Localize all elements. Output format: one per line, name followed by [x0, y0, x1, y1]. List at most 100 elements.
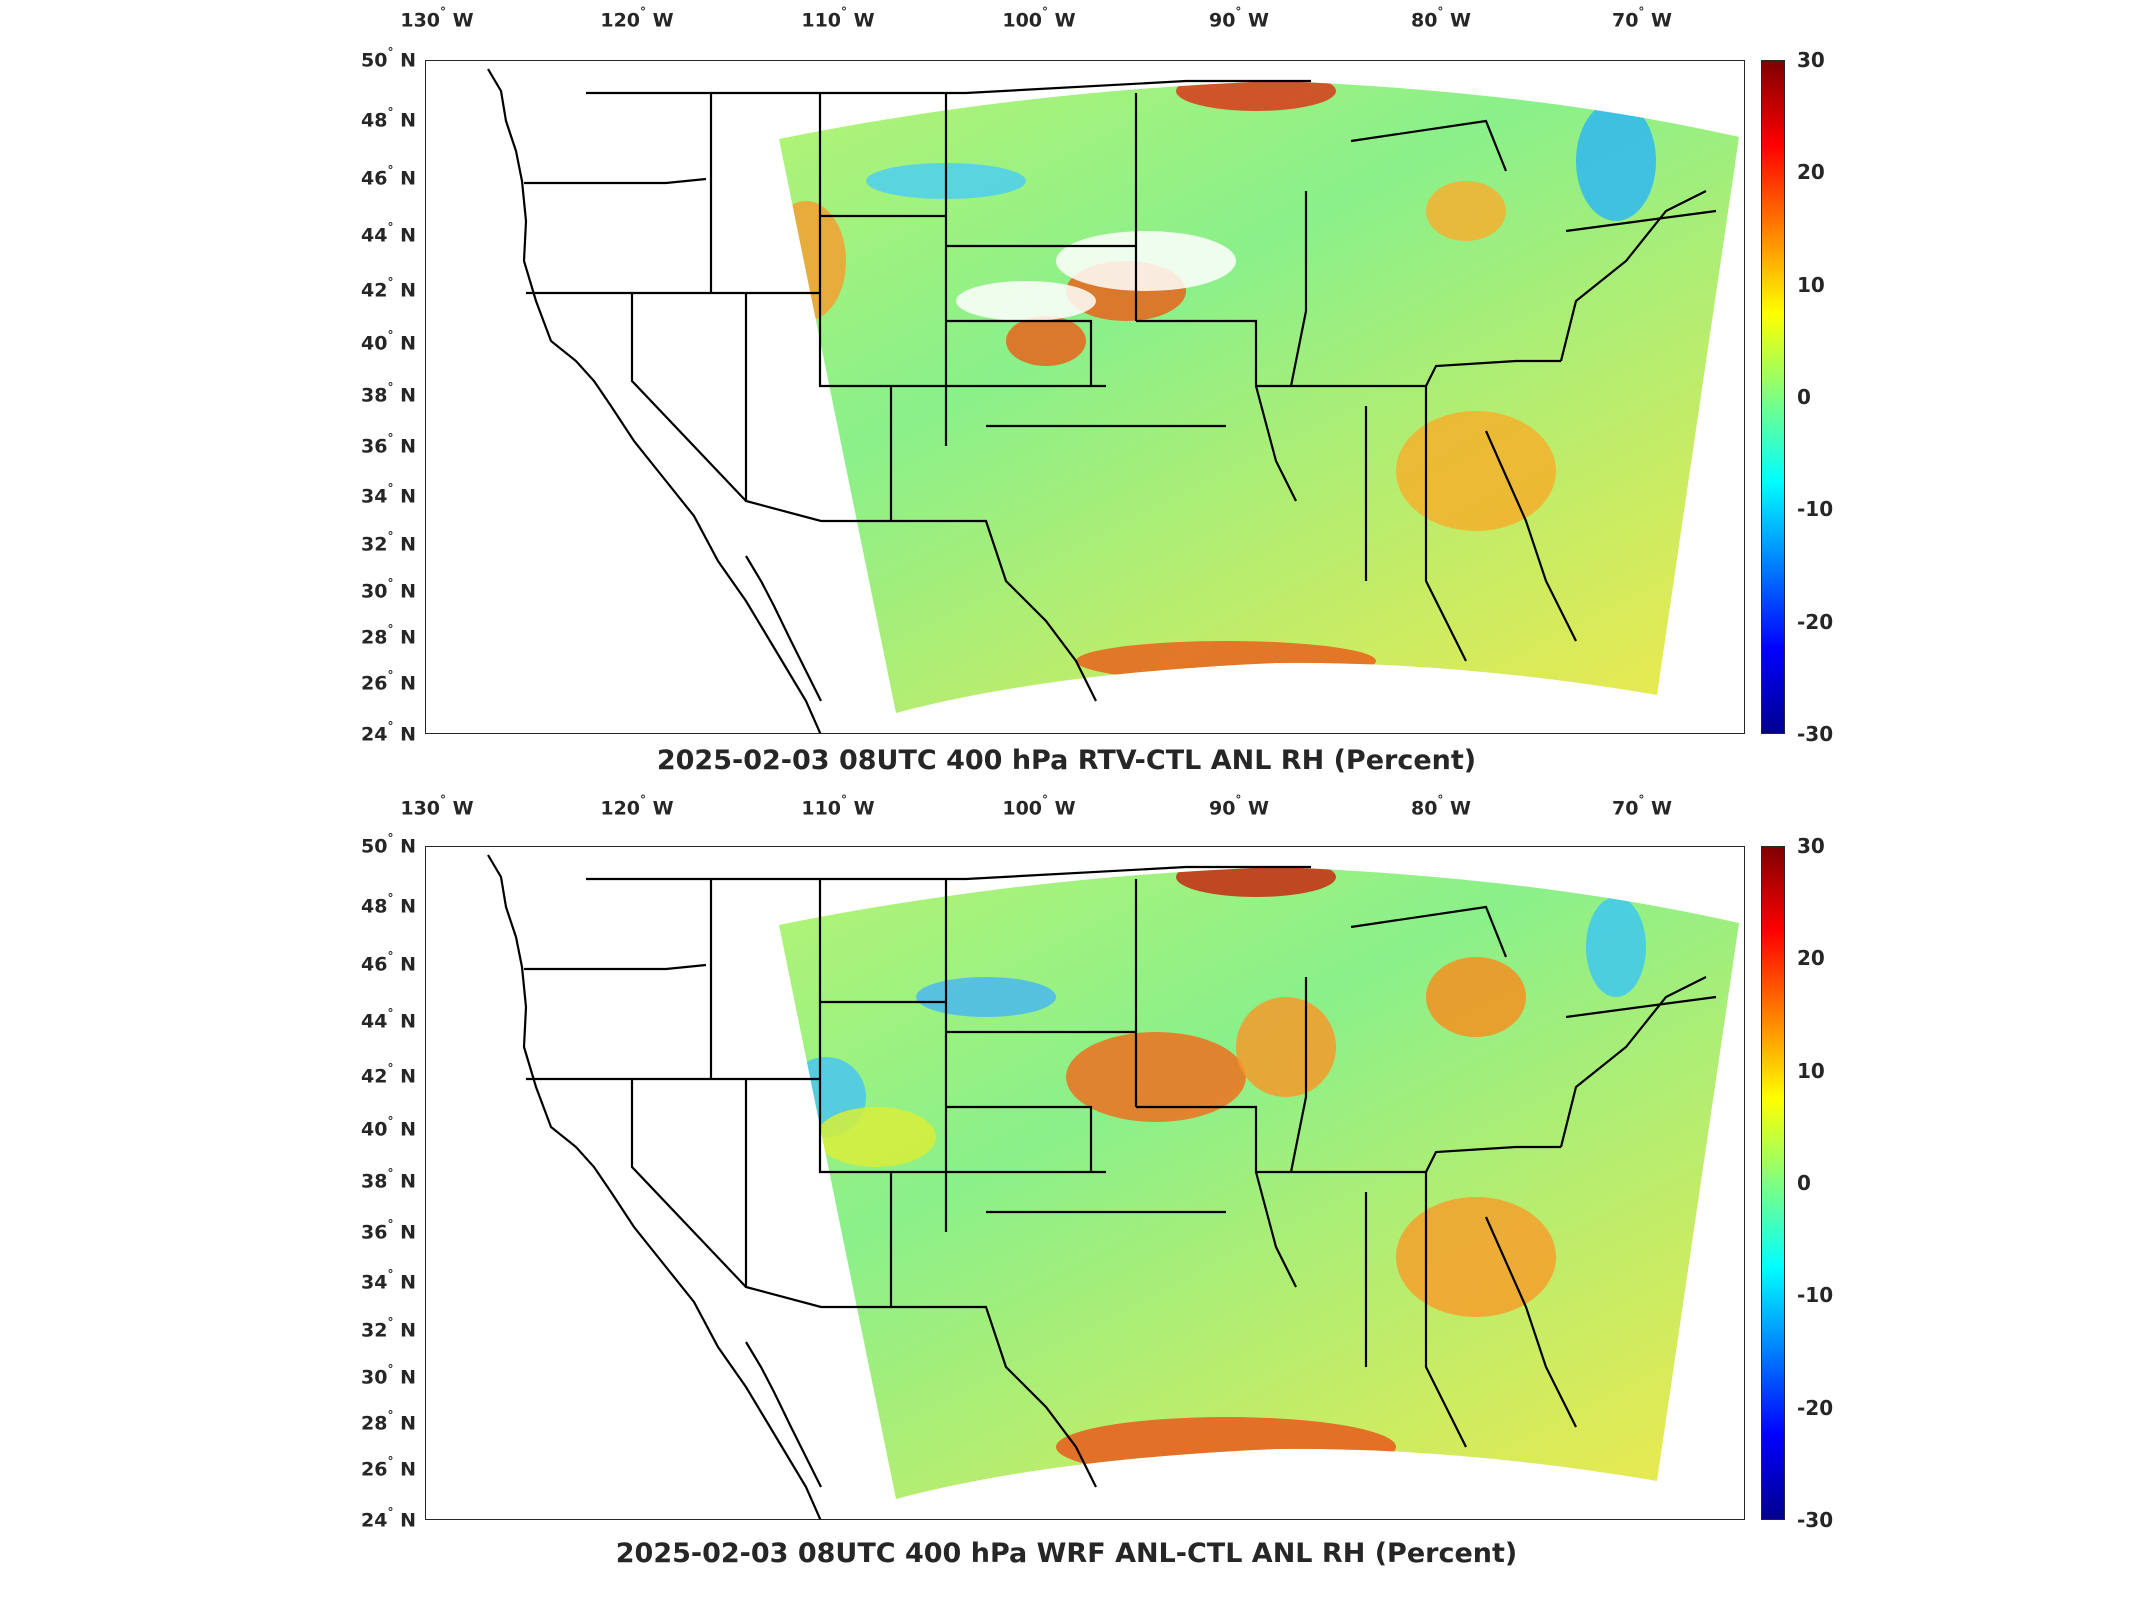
tick-degree: 24	[361, 723, 388, 746]
tick-hemisphere: N	[400, 895, 416, 918]
latitude-tick-label: 24° N	[361, 719, 416, 746]
longitude-tick-label: 110° W	[801, 5, 875, 32]
border-line	[1424, 1172, 1467, 1448]
anomaly-region	[1426, 181, 1506, 241]
rh-field	[779, 81, 1739, 713]
tick-hemisphere: N	[400, 580, 416, 603]
tick-degree: 50	[361, 835, 388, 858]
colorbar-tick-label: -20	[1797, 1395, 1834, 1420]
tick-hemisphere: W	[652, 9, 674, 32]
border-line	[1484, 1216, 1577, 1428]
border-line	[1256, 359, 1561, 388]
tick-hemisphere: N	[400, 109, 416, 132]
tick-degree: 46	[361, 953, 388, 976]
anomaly-region	[1176, 81, 1336, 111]
tick-hemisphere: N	[400, 332, 416, 355]
tick-degree: 38	[361, 384, 388, 407]
tick-hemisphere: N	[400, 49, 416, 72]
latitude-tick-label: 36° N	[361, 1217, 416, 1244]
tick-hemisphere: W	[452, 9, 474, 32]
tick-degree: 110	[801, 797, 842, 820]
tick-hemisphere: N	[400, 626, 416, 649]
border-line	[586, 865, 1311, 881]
latitude-tick-label: 40° N	[361, 1114, 416, 1141]
anomaly-region	[1006, 316, 1086, 366]
top-panel: 130° W 120° W 110° W 100° W 90° W 80° W 70° W …	[0, 0, 2133, 790]
longitude-tick-label: 70° W	[1611, 793, 1673, 820]
tick-degree: 42	[361, 1065, 388, 1088]
tick-hemisphere: W	[1248, 9, 1270, 32]
tick-degree: 44	[361, 224, 388, 247]
tick-hemisphere: N	[400, 167, 416, 190]
colorbar	[1761, 60, 1785, 734]
panel-title: 2025-02-03 08UTC 400 hPa WRF ANL-CTL ANL…	[615, 1538, 1518, 1569]
border-line	[1565, 209, 1717, 233]
border-line	[745, 1341, 822, 1488]
border-line	[487, 854, 822, 1519]
tick-hemisphere: N	[400, 1366, 416, 1389]
tick-degree: 46	[361, 167, 388, 190]
tick-hemisphere: N	[400, 1319, 416, 1342]
tick-hemisphere: W	[853, 797, 875, 820]
tick-degree: 40	[361, 1118, 388, 1141]
map-canvas	[487, 68, 1739, 733]
border-line	[1256, 1145, 1561, 1174]
tick-degree: 24	[361, 1509, 388, 1532]
tick-hemisphere: N	[400, 533, 416, 556]
colorbar	[1761, 846, 1785, 1520]
panel-title: 2025-02-03 08UTC 400 hPa RTV-CTL ANL RH …	[656, 745, 1477, 776]
border-line	[1559, 190, 1707, 362]
tick-degree: 44	[361, 1010, 388, 1033]
latitude-tick-label: 50° N	[361, 45, 416, 72]
rh-difference-map	[425, 60, 1745, 734]
tick-degree: 28	[361, 626, 388, 649]
anomaly-region	[779, 201, 846, 321]
tick-hemisphere: N	[400, 1509, 416, 1532]
latitude-tick-label: 42° N	[361, 275, 416, 302]
border-line	[630, 1079, 747, 1288]
tick-hemisphere: W	[1054, 797, 1076, 820]
longitude-tick-label: 100° W	[1002, 5, 1076, 32]
tick-hemisphere: N	[400, 1271, 416, 1294]
longitude-tick-label: 110° W	[801, 793, 875, 820]
latitude-tick-label: 40° N	[361, 328, 416, 355]
tick-degree: 26	[361, 672, 388, 695]
anomaly-region	[1576, 101, 1656, 221]
latitude-tick-label: 50° N	[361, 831, 416, 858]
map-canvas	[487, 854, 1739, 1519]
tick-degree: 90	[1208, 797, 1236, 820]
tick-hemisphere: W	[652, 797, 674, 820]
anomaly-region	[1056, 231, 1236, 291]
border-line	[1350, 905, 1508, 958]
border-line	[744, 1079, 891, 1309]
colorbar-tick-label: 20	[1797, 946, 1825, 971]
state-borders	[487, 68, 1717, 733]
longitude-tick-label: 80° W	[1410, 793, 1472, 820]
anomaly-region	[916, 977, 1056, 1017]
tick-degree: 80	[1410, 797, 1438, 820]
border-line	[1350, 119, 1508, 172]
latitude-tick-label: 28° N	[361, 1408, 416, 1435]
tick-hemisphere: N	[400, 1170, 416, 1193]
rh-difference-map	[425, 846, 1745, 1520]
tick-degree: 130	[400, 797, 441, 820]
tick-degree: 100	[1002, 9, 1043, 32]
border-line	[524, 177, 707, 185]
tick-degree: 32	[361, 1319, 388, 1342]
tick-hemisphere: N	[400, 1118, 416, 1141]
anomaly-region	[1236, 997, 1336, 1097]
border-line	[946, 1105, 1093, 1172]
anomaly-region	[1056, 1417, 1396, 1477]
tick-degree: 38	[361, 1170, 388, 1193]
tick-degree: 42	[361, 279, 388, 302]
colorbar-tick-label: 30	[1797, 48, 1825, 72]
tick-hemisphere: N	[400, 384, 416, 407]
border-line	[745, 555, 822, 702]
latitude-tick-label: 30° N	[361, 1362, 416, 1389]
latitude-tick-label: 28° N	[361, 622, 416, 649]
tick-degree: 120	[600, 9, 641, 32]
border-line	[1289, 977, 1308, 1173]
border-line	[891, 1305, 1097, 1488]
tick-degree: 36	[361, 1221, 388, 1244]
border-line	[1565, 995, 1717, 1019]
